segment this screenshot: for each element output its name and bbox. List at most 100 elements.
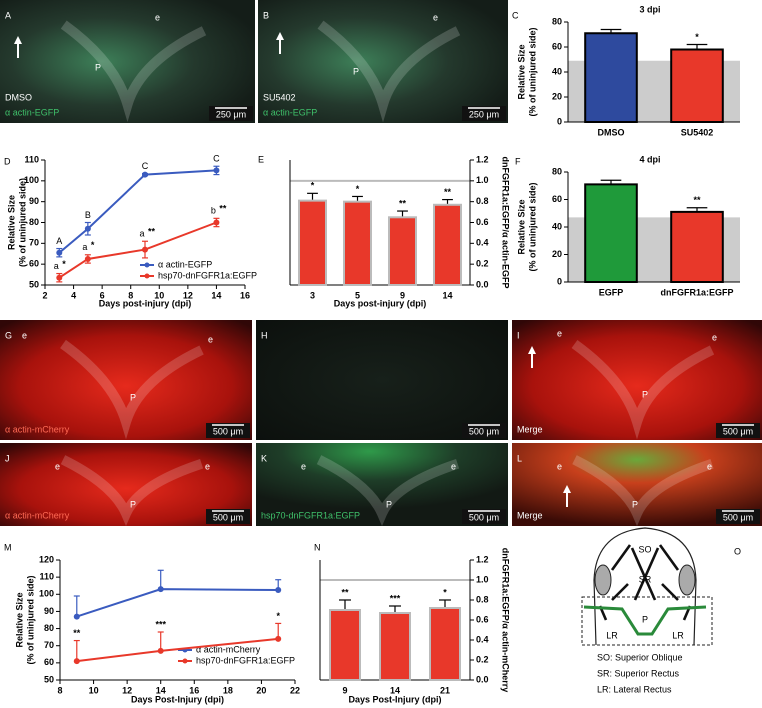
- label-p: P: [642, 614, 648, 624]
- y-tick-label: 20: [552, 249, 562, 259]
- region-label: e: [55, 461, 60, 471]
- diagram: SO SR P LR LR SO: Superior Oblique SR: S…: [581, 527, 741, 694]
- region-label: e: [22, 330, 27, 340]
- region-label: e: [205, 461, 210, 471]
- y-tick-label: 1.2: [476, 154, 489, 164]
- y-tick-label: 110: [24, 154, 39, 164]
- series-line: [58, 169, 217, 254]
- region-label: e: [557, 328, 562, 338]
- x-tick-label: SU5402: [681, 127, 714, 137]
- y-tick-label: 0.0: [476, 674, 489, 684]
- region-label: P: [386, 499, 392, 509]
- panel-letter: K: [261, 453, 267, 463]
- data-point: [56, 249, 63, 256]
- x-tick-label: 4: [71, 290, 76, 300]
- x-tick-label: 18: [223, 685, 233, 695]
- y-tick-label: 0.6: [476, 217, 489, 227]
- significance: ***: [155, 619, 166, 629]
- scale-label: 250 μm: [469, 109, 499, 119]
- y-tick-label: 50: [44, 674, 54, 684]
- caption: Merge: [517, 424, 543, 434]
- photo: [512, 320, 762, 440]
- caption: DMSO: [5, 92, 32, 102]
- muscles: [598, 544, 692, 621]
- y-tick-label: 20: [552, 91, 562, 101]
- scale-box: [716, 509, 760, 524]
- panel-letter: J: [5, 453, 10, 463]
- y-axis-label: Relative Size: [14, 592, 24, 647]
- y-tick-label: 40: [552, 221, 562, 231]
- y-tick-label: 40: [552, 66, 562, 76]
- chart-title: 3 dpi: [639, 4, 660, 14]
- y-tick-label: 1.0: [476, 175, 489, 185]
- region-label: P: [130, 392, 136, 402]
- significance: *: [91, 240, 95, 250]
- caption: Merge: [517, 510, 543, 520]
- group-letter: C: [213, 154, 220, 164]
- group-letter: a: [82, 242, 87, 252]
- x-tick-label: DMSO: [598, 127, 625, 137]
- bar: [433, 203, 462, 287]
- legend-entry: SO: Superior Oblique: [597, 652, 683, 662]
- legend-label: hsp70-dnFGFR1a:EGFP: [158, 270, 257, 280]
- x-axis-label: Days Post-Injury (dpi): [348, 694, 441, 704]
- x-tick-label: 10: [154, 290, 164, 300]
- image-panel: Je e Pα actin-mCherry 500 μm: [0, 443, 252, 527]
- x-tick-label: 10: [89, 685, 99, 695]
- tissue: [60, 20, 207, 123]
- significance: *: [276, 611, 280, 621]
- panel-letter: H: [261, 330, 268, 340]
- data-point: [56, 274, 63, 281]
- data-point: [142, 246, 148, 253]
- panel-letter: F: [515, 156, 521, 166]
- significance: **: [444, 187, 452, 197]
- y-tick-label: 100: [24, 175, 39, 185]
- significance: ***: [390, 593, 401, 603]
- x-axis-label: Days Post-Injury (dpi): [131, 694, 224, 704]
- y-tick-label: 0.4: [476, 238, 489, 248]
- scale-label: 500 μm: [723, 426, 753, 436]
- y-tick-label: 0.8: [476, 594, 489, 604]
- significance: *: [311, 181, 315, 191]
- x-tick-label: 8: [57, 685, 62, 695]
- data-point: [275, 587, 282, 593]
- region-label: e: [155, 12, 160, 22]
- series-line: [58, 221, 217, 279]
- eye: [594, 564, 612, 596]
- arrow-head: [528, 346, 536, 354]
- x-tick-label: 16: [240, 290, 250, 300]
- legend-marker: [144, 262, 150, 268]
- region-label: P: [95, 62, 101, 72]
- bar: [584, 183, 638, 283]
- image-panel: H 500 μm: [256, 320, 508, 440]
- legend-marker: [182, 658, 188, 664]
- y-tick-label: 110: [39, 572, 54, 582]
- scale-label: 250 μm: [216, 109, 246, 119]
- group-letter: a: [139, 229, 144, 239]
- x-tick-label: 20: [256, 685, 266, 695]
- x-tick-label: 6: [100, 290, 105, 300]
- scale-box: [206, 509, 250, 524]
- legend-label: hsp70-dnFGFR1a:EGFP: [196, 655, 295, 665]
- significance: *: [695, 32, 699, 42]
- significance: **: [693, 195, 701, 205]
- group-letter: b: [211, 206, 216, 216]
- legend-marker: [144, 273, 150, 279]
- legend-entry: LR: Lateral Rectus: [597, 684, 672, 694]
- x-tick-label: 16: [189, 685, 199, 695]
- data-point: [142, 171, 148, 178]
- y-axis-label: (% of uninjured side): [527, 27, 537, 116]
- data-point: [275, 635, 282, 642]
- scale-box: [209, 106, 253, 121]
- scale-box: [716, 423, 760, 438]
- data-point: [84, 255, 91, 262]
- group-letter: C: [142, 161, 149, 171]
- dashed-box: [581, 596, 713, 646]
- data-point: [73, 613, 80, 620]
- significance: *: [443, 587, 447, 597]
- x-tick-label: 14: [156, 685, 166, 695]
- tissue: [60, 455, 204, 527]
- tissue: [316, 455, 460, 527]
